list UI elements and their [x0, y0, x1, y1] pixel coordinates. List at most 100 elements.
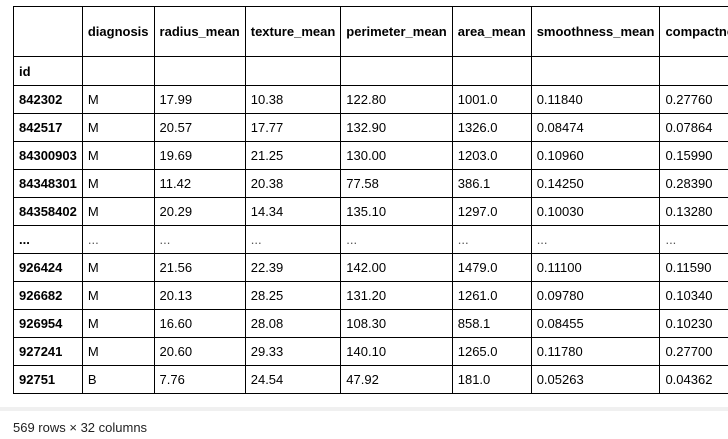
row-index-cell: 84300903 — [13, 141, 83, 170]
table-cell: ... — [340, 225, 453, 254]
column-header-radius-mean: radius_mean — [153, 6, 246, 57]
table-cell: 1326.0 — [451, 113, 532, 142]
dataframe-shape-summary: 569 rows × 32 columns — [13, 420, 148, 435]
table-row: 927241 M 20.60 29.33 140.10 1265.0 0.117… — [13, 337, 728, 366]
table-cell: 22.39 — [244, 253, 342, 282]
table-cell: ... — [451, 225, 532, 254]
column-header-diagnosis: diagnosis — [81, 6, 155, 57]
table-cell: 47.92 — [340, 365, 453, 394]
table-cell: 140.10 — [340, 337, 453, 366]
table-cell: 1203.0 — [451, 141, 532, 170]
table-cell: ... — [244, 225, 342, 254]
table-cell: 0.10960 — [530, 141, 661, 170]
table-cell: 0.04362 — [659, 365, 728, 394]
dataframe-output: diagnosis radius_mean texture_mean perim… — [13, 6, 728, 394]
table-cell: M — [81, 309, 155, 338]
table-cell: 132.90 — [340, 113, 453, 142]
table-cell: 122.80 — [340, 85, 453, 114]
table-cell: 17.77 — [244, 113, 342, 142]
table-cell: 1265.0 — [451, 337, 532, 366]
table-cell: 0.05263 — [530, 365, 661, 394]
table-cell: 858.1 — [451, 309, 532, 338]
table-cell: 21.25 — [244, 141, 342, 170]
row-index-cell: ... — [13, 225, 83, 254]
table-cell: 0.11840 — [530, 85, 661, 114]
table-row: 926682 M 20.13 28.25 131.20 1261.0 0.097… — [13, 281, 728, 310]
row-index-cell: 926424 — [13, 253, 83, 282]
row-index-cell: 842302 — [13, 85, 83, 114]
table-cell: 28.08 — [244, 309, 342, 338]
row-index-cell: 926682 — [13, 281, 83, 310]
table-cell: 0.14250 — [530, 169, 661, 198]
table-cell: 14.34 — [244, 197, 342, 226]
table-cell: 386.1 — [451, 169, 532, 198]
table-cell: 21.56 — [153, 253, 246, 282]
index-name-row: id — [13, 56, 728, 86]
table-cell: 130.00 — [340, 141, 453, 170]
table-cell: 108.30 — [340, 309, 453, 338]
table-cell: 1297.0 — [451, 197, 532, 226]
table-cell: 0.09780 — [530, 281, 661, 310]
table-cell: 0.10030 — [530, 197, 661, 226]
table-cell: 28.25 — [244, 281, 342, 310]
table-cell: 0.11780 — [530, 337, 661, 366]
table-row: 84348301 M 11.42 20.38 77.58 386.1 0.142… — [13, 169, 728, 198]
table-cell: 20.13 — [153, 281, 246, 310]
table-cell: 77.58 — [340, 169, 453, 198]
empty-header-cell — [659, 56, 728, 86]
table-row: 92751 B 7.76 24.54 47.92 181.0 0.05263 0… — [13, 365, 728, 394]
table-cell: 0.27760 — [659, 85, 728, 114]
table-cell: 1479.0 — [451, 253, 532, 282]
table-cell: 0.15990 — [659, 141, 728, 170]
table-cell: 0.10230 — [659, 309, 728, 338]
table-cell: ... — [659, 225, 728, 254]
table-cell: M — [81, 337, 155, 366]
row-index-cell: 842517 — [13, 113, 83, 142]
table-cell: 0.27700 — [659, 337, 728, 366]
table-cell: 0.08455 — [530, 309, 661, 338]
row-index-cell: 84358402 — [13, 197, 83, 226]
table-cell: 0.11590 — [659, 253, 728, 282]
table-cell: ... — [153, 225, 246, 254]
column-header-texture-mean: texture_mean — [244, 6, 342, 57]
column-header-row: diagnosis radius_mean texture_mean perim… — [13, 6, 728, 57]
table-cell: ... — [81, 225, 155, 254]
table-cell: 1261.0 — [451, 281, 532, 310]
table-cell: M — [81, 85, 155, 114]
table-cell: 142.00 — [340, 253, 453, 282]
empty-header-cell — [340, 56, 453, 86]
table-cell: 24.54 — [244, 365, 342, 394]
table-cell: 0.11100 — [530, 253, 661, 282]
table-cell: M — [81, 141, 155, 170]
table-row: 926424 M 21.56 22.39 142.00 1479.0 0.111… — [13, 253, 728, 282]
table-cell: M — [81, 281, 155, 310]
table-cell: M — [81, 113, 155, 142]
table-cell: 10.38 — [244, 85, 342, 114]
column-header-perimeter-mean: perimeter_mean — [340, 6, 453, 57]
table-cell: 0.07864 — [659, 113, 728, 142]
table-cell: 20.60 — [153, 337, 246, 366]
table-cell: 29.33 — [244, 337, 342, 366]
row-index-cell: 926954 — [13, 309, 83, 338]
empty-header-cell — [81, 56, 155, 86]
table-cell: ... — [530, 225, 661, 254]
table-cell: M — [81, 197, 155, 226]
table-cell: 0.08474 — [530, 113, 661, 142]
row-index-cell: 92751 — [13, 365, 83, 394]
row-index-cell: 84348301 — [13, 169, 83, 198]
table-cell: 16.60 — [153, 309, 246, 338]
dataframe-table: diagnosis radius_mean texture_mean perim… — [13, 6, 728, 394]
table-cell: 135.10 — [340, 197, 453, 226]
table-cell: 20.38 — [244, 169, 342, 198]
table-row: 842302 M 17.99 10.38 122.80 1001.0 0.118… — [13, 85, 728, 114]
table-row: 926954 M 16.60 28.08 108.30 858.1 0.0845… — [13, 309, 728, 338]
table-cell: 7.76 — [153, 365, 246, 394]
horizontal-scrollbar[interactable] — [0, 407, 728, 411]
table-cell: 1001.0 — [451, 85, 532, 114]
table-cell: 181.0 — [451, 365, 532, 394]
ellipsis-row: ... ... ... ... ... ... ... ... — [13, 225, 728, 254]
index-name-header: id — [13, 56, 83, 86]
table-cell: 0.10340 — [659, 281, 728, 310]
row-index-cell: 927241 — [13, 337, 83, 366]
table-cell: 11.42 — [153, 169, 246, 198]
